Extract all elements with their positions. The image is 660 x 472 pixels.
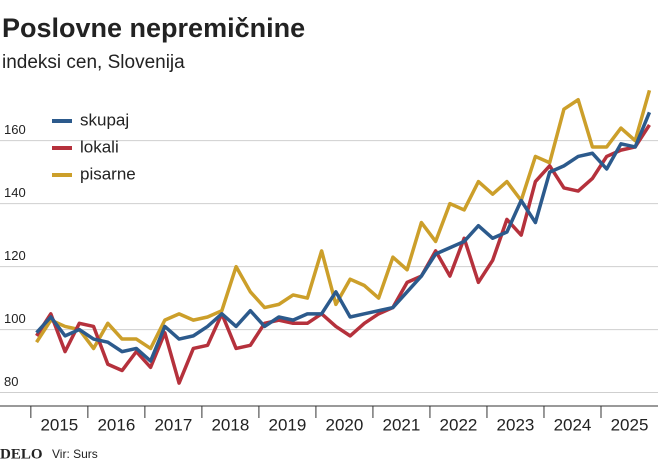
- legend-label: skupaj: [80, 110, 129, 129]
- chart-title: Poslovne nepremičnine: [2, 13, 305, 43]
- legend-label: lokali: [80, 137, 119, 156]
- x-tick-label: 2017: [154, 415, 192, 434]
- x-tick-label: 2023: [497, 415, 535, 434]
- y-tick-label: 160: [4, 122, 26, 137]
- y-tick-label: 100: [4, 311, 26, 326]
- x-tick-label: 2021: [383, 415, 421, 434]
- x-tick-label: 2019: [268, 415, 306, 434]
- x-tick-label: 2025: [611, 415, 649, 434]
- x-tick-label: 2022: [440, 415, 478, 434]
- y-tick-label: 140: [4, 185, 26, 200]
- series-line: [35, 89, 652, 351]
- source: Vir: Surs: [52, 447, 98, 461]
- brand: DELO: [0, 446, 43, 462]
- series-line: [35, 123, 651, 385]
- x-tick-label: 2018: [211, 415, 249, 434]
- x-tick-label: 2024: [554, 415, 592, 434]
- y-tick-label: 80: [4, 374, 18, 389]
- y-tick-label: 120: [4, 248, 26, 263]
- x-tick-label: 2015: [40, 415, 78, 434]
- x-tick-label: 2016: [97, 415, 135, 434]
- x-tick-label: 2020: [326, 415, 364, 434]
- legend-label: pisarne: [80, 164, 136, 183]
- chart-subtitle: indeksi cen, Slovenija: [2, 52, 185, 73]
- series-line: [35, 111, 652, 363]
